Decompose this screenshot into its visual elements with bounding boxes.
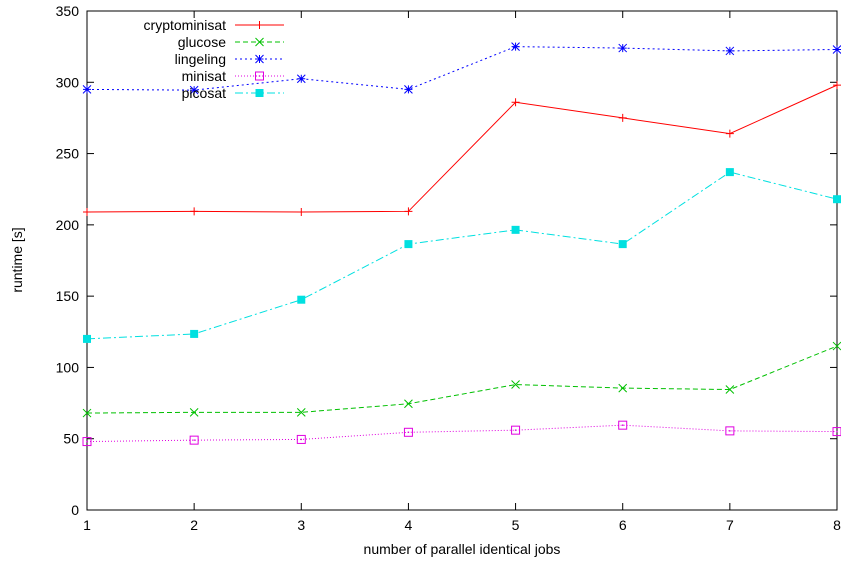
data-point: [511, 42, 520, 51]
y-tick-label: 150: [56, 288, 80, 304]
legend-label: picosat: [182, 85, 226, 101]
x-tick-label: 2: [190, 517, 198, 533]
legend-entry: lingeling: [175, 51, 284, 67]
plot-frame: [86, 10, 838, 511]
data-point: [403, 427, 413, 437]
data-point: [832, 45, 841, 54]
data-point: [190, 329, 199, 338]
data-point: [618, 383, 628, 393]
data-point: [833, 81, 841, 90]
legend-label: glucose: [178, 34, 226, 50]
data-point: [82, 437, 92, 447]
data-point: [82, 85, 92, 94]
x-tick-label: 7: [726, 517, 734, 533]
y-tick-label: 250: [56, 146, 80, 162]
y-tick-label: 300: [56, 74, 80, 90]
y-tick-label: 350: [56, 3, 80, 19]
data-point: [511, 225, 520, 234]
data-point: [83, 334, 91, 343]
data-point: [404, 85, 413, 94]
data-point: [296, 434, 306, 444]
data-point: [82, 408, 92, 418]
data-point: [296, 407, 306, 417]
data-point: [83, 208, 91, 217]
data-point: [255, 21, 264, 29]
data-point-center: [300, 438, 302, 441]
data-point: [296, 74, 306, 84]
data-point-center: [514, 429, 517, 431]
series-glucose: [82, 341, 841, 418]
data-point: [618, 43, 628, 53]
data-point: [511, 98, 520, 107]
data-point: [618, 420, 628, 430]
data-point-center: [258, 75, 261, 77]
series-lingeling: [82, 42, 841, 95]
series-line: [86, 84, 838, 213]
data-point: [725, 168, 734, 177]
data-point: [190, 207, 199, 216]
data-point: [832, 341, 841, 351]
data-point: [297, 295, 306, 304]
legend-entry: minisat: [182, 68, 284, 84]
axis-ticks: 0 50 100 150 200 250 300 350 1 2 3 4 5 6 7 8: [56, 3, 841, 533]
legend-entry: picosat: [182, 85, 284, 101]
series-line: [86, 171, 838, 340]
y-tick-label: 100: [56, 359, 80, 375]
data-point: [511, 425, 521, 435]
data-point-center: [729, 430, 731, 432]
y-tick-label: 50: [63, 431, 79, 447]
data-point-center: [193, 439, 195, 441]
series-minisat: [82, 420, 841, 447]
data-point: [725, 46, 735, 56]
data-point-center: [836, 430, 838, 433]
y-tick-label: 0: [71, 502, 79, 518]
series-line: [86, 46, 838, 91]
data-point: [511, 380, 520, 389]
x-axis-label: number of parallel identical jobs: [364, 541, 561, 557]
data-point-center: [622, 424, 624, 426]
y-axis-label: runtime [s]: [9, 227, 25, 292]
series-picosat: [83, 168, 841, 343]
data-point: [832, 427, 841, 437]
data-point: [297, 208, 306, 217]
data-point-center: [86, 440, 88, 443]
series-cryptominisat: [83, 81, 841, 217]
series-layer: [82, 42, 841, 447]
data-point-center: [407, 431, 410, 433]
data-point: [404, 240, 413, 249]
legend-entry: glucose: [178, 34, 284, 50]
data-point: [189, 435, 199, 445]
legend-entry: cryptominisat: [144, 17, 284, 33]
x-tick-label: 4: [405, 517, 413, 533]
legend: cryptominisatglucoselingelingminisatpico…: [144, 17, 284, 101]
data-point: [255, 71, 264, 81]
data-point: [725, 426, 735, 436]
series-line: [86, 345, 838, 414]
data-point: [404, 207, 413, 216]
data-point: [725, 385, 735, 394]
legend-label: minisat: [182, 68, 226, 84]
data-point: [255, 54, 264, 64]
data-point: [189, 85, 199, 95]
x-tick-label: 1: [83, 517, 91, 533]
data-point: [833, 195, 841, 204]
legend-label: cryptominisat: [144, 17, 227, 33]
data-point: [618, 113, 627, 122]
x-tick-label: 6: [619, 517, 627, 533]
data-point: [189, 407, 199, 417]
data-point: [618, 240, 627, 249]
data-point: [255, 89, 264, 97]
data-point: [255, 37, 264, 47]
legend-label: lingeling: [175, 51, 226, 67]
series-line: [86, 424, 838, 443]
data-point: [725, 129, 734, 138]
x-tick-label: 3: [297, 517, 305, 533]
x-tick-label: 5: [512, 517, 520, 533]
y-tick-label: 200: [56, 217, 80, 233]
data-point: [404, 399, 413, 409]
x-tick-label: 8: [833, 517, 841, 533]
